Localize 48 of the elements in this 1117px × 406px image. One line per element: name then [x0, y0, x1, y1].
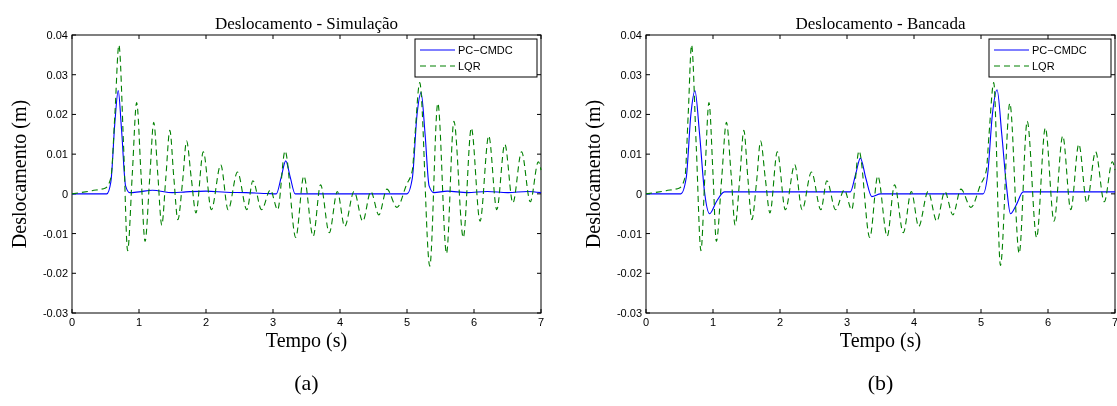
- y-tick-label: -0.03: [616, 307, 642, 319]
- legend-label: LQR: [1032, 60, 1055, 72]
- line-series: [645, 89, 1116, 215]
- y-tick-label: -0.01: [616, 227, 642, 240]
- y-tick-label: 0: [61, 187, 68, 200]
- y-tick-label: 0.01: [46, 148, 68, 161]
- text: (a): [294, 370, 319, 395]
- y-tick-label: -0.03: [42, 307, 68, 319]
- y-tick-label: -0.01: [42, 227, 68, 240]
- x-tick-label: 3: [269, 316, 277, 328]
- legend-label: PC−CMDC: [458, 44, 513, 56]
- y-tick-label: 0.03: [46, 68, 68, 81]
- y-tick-label: 0.03: [620, 68, 642, 81]
- y-tick-label: 0.01: [620, 148, 642, 161]
- x-tick-label: 2: [202, 316, 210, 328]
- x-tick-label: 5: [977, 316, 985, 328]
- x-tick-label: 3: [843, 316, 851, 328]
- y-axis-title: Deslocamento (m): [582, 99, 605, 249]
- y-tick-label: 0.02: [620, 108, 642, 121]
- x-tick-label: 1: [709, 316, 717, 328]
- y-tick-label: -0.02: [616, 267, 642, 280]
- x-tick-label: 1: [135, 316, 143, 328]
- x-tick-label: 0: [642, 316, 650, 328]
- x-tick-label: 4: [336, 316, 344, 328]
- x-tick-label: 7: [1111, 316, 1117, 328]
- chart-title: Deslocamento - Simulação: [214, 14, 399, 33]
- y-tick-label: -0.02: [42, 267, 68, 280]
- x-tick-label: 7: [537, 316, 545, 328]
- text: (b): [867, 370, 894, 395]
- y-tick-label: 0.04: [620, 29, 642, 41]
- line-series: [645, 44, 1116, 266]
- y-tick-label: 0: [635, 187, 642, 200]
- x-tick-label: 4: [910, 316, 918, 328]
- x-tick-label: 0: [68, 316, 76, 328]
- chart-title: Deslocamento - Bancada: [795, 14, 966, 33]
- legend-label: LQR: [458, 60, 481, 72]
- legend-label: PC−CMDC: [1032, 44, 1087, 56]
- x-tick-label: 5: [403, 316, 411, 328]
- x-axis-title: Tempo (s): [839, 329, 922, 352]
- line-series: [71, 90, 542, 195]
- x-tick-label: 6: [470, 316, 478, 328]
- y-axis-title: Deslocamento (m): [8, 99, 31, 249]
- y-tick-label: 0.04: [46, 29, 68, 41]
- line-series: [71, 44, 542, 267]
- x-axis-title: Tempo (s): [265, 329, 348, 352]
- x-tick-label: 6: [1044, 316, 1052, 328]
- y-tick-label: 0.02: [46, 108, 68, 121]
- x-tick-label: 2: [776, 316, 784, 328]
